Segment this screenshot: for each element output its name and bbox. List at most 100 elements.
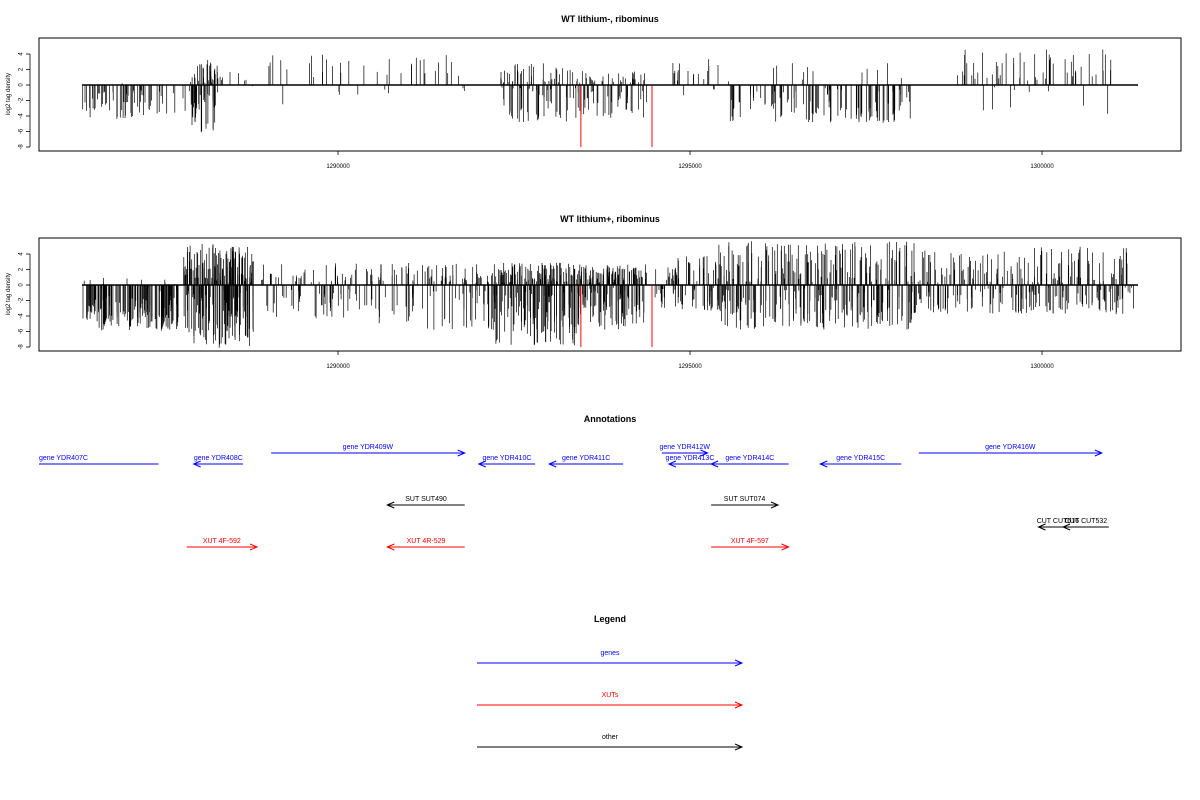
legend-items: genes XUTs other xyxy=(477,650,744,751)
feature-label: gene YDR414C xyxy=(725,455,774,462)
feature-label: gene YDR410C xyxy=(483,455,532,462)
legend-item: genes xyxy=(477,650,744,667)
feature-label: SUT SUT490 xyxy=(405,496,447,503)
feature-label: gene YDR409W xyxy=(343,444,394,451)
y-tick-label: -8 xyxy=(19,344,25,350)
x-tick-label: 1290000 xyxy=(326,164,350,170)
annotation-feature: SUT SUT490 xyxy=(386,496,465,509)
feature-label: SUT SUT074 xyxy=(724,496,766,503)
y-tick-label: 2 xyxy=(19,267,25,271)
arrow-head-left xyxy=(477,460,486,468)
annotation-items: gene YDR407C gene YDR408C gene YDR409W gene… xyxy=(39,444,1109,551)
x-tick-label: 1300000 xyxy=(1030,164,1054,170)
y-tick-label: 4 xyxy=(19,252,25,256)
y-axis-label: log2 tag density xyxy=(6,273,12,315)
plot-frame xyxy=(38,237,1182,352)
annotation-feature: gene YDR409W xyxy=(271,444,466,457)
legend: Legend genes XUTs other xyxy=(477,614,744,751)
feature-label: gene YDR408C xyxy=(194,455,243,462)
y-tick-label: -6 xyxy=(19,128,25,134)
annotation-feature: gene YDR415C xyxy=(818,455,902,468)
y-tick-label: -4 xyxy=(19,113,25,119)
marker-lines xyxy=(580,85,653,147)
legend-label: other xyxy=(602,734,619,741)
annotation-feature: gene YDR411C xyxy=(547,455,624,468)
annotation-feature: gene YDR407C xyxy=(39,455,159,465)
annotation-feature: SUT SUT074 xyxy=(711,496,780,509)
legend-item: XUTs xyxy=(477,692,744,709)
feature-label: XUT 4F-597 xyxy=(731,538,769,545)
track-panel-lithium-minus: WT lithium-, ribominus log2 tag density … xyxy=(6,14,1182,170)
arrow-head-right xyxy=(1094,449,1104,457)
arrow-head-left xyxy=(709,460,719,468)
bars-group xyxy=(82,49,1112,133)
x-tick-label: 1295000 xyxy=(678,364,702,370)
arrow-head-right xyxy=(734,743,744,751)
arrow-head-right xyxy=(734,659,744,667)
arrow-head-left xyxy=(818,460,828,468)
annotation-feature: gene YDR412W xyxy=(659,444,710,457)
bars-group xyxy=(82,241,1134,348)
feature-label: gene YDR407C xyxy=(39,455,88,462)
annotation-feature: gene YDR410C xyxy=(477,455,536,468)
arrow-head-left xyxy=(386,501,395,509)
arrow-head-right xyxy=(734,701,744,709)
annotations-panel: Annotations gene YDR407C gene YDR408Cgene… xyxy=(39,414,1109,551)
feature-label: CUT CUT616 xyxy=(1037,518,1079,525)
y-axis: 4 2 0 -2 -4 -6 -8 xyxy=(19,252,31,350)
x-tick-label: 1290000 xyxy=(326,364,350,370)
annotation-feature: XUT 4R-529 xyxy=(386,538,465,551)
arrow-head-right xyxy=(700,449,709,457)
annotation-feature: CUT CUT532 xyxy=(1061,518,1109,531)
annotation-feature: gene YDR416W xyxy=(918,444,1104,457)
annotation-feature: XUT 4F-592 xyxy=(186,538,259,551)
y-axis-label: log2 tag density xyxy=(6,73,12,115)
arrow-head-right xyxy=(249,543,259,551)
y-tick-label: 4 xyxy=(19,52,25,56)
x-tick-label: 1300000 xyxy=(1030,364,1054,370)
legend-title: Legend xyxy=(594,614,626,624)
arrow-head-left xyxy=(192,460,201,468)
feature-label: gene YDR412W xyxy=(659,444,710,451)
x-axis: 1290000 1295000 1300000 xyxy=(326,151,1054,170)
feature-label: gene YDR411C xyxy=(562,455,610,462)
annotation-feature: gene YDR413C xyxy=(666,455,715,468)
y-tick-label: -4 xyxy=(19,313,25,319)
arrow-head-left xyxy=(386,543,395,551)
x-axis: 1290000 1295000 1300000 xyxy=(326,351,1054,370)
y-tick-label: -2 xyxy=(19,97,25,103)
track-panel-lithium-plus: WT lithium+, ribominus log2 tag density … xyxy=(6,214,1182,370)
feature-label: XUT 4R-529 xyxy=(407,538,446,545)
feature-label: XUT 4F-592 xyxy=(203,538,241,545)
annotations-title: Annotations xyxy=(584,414,637,424)
y-axis: 4 2 0 -2 -4 -6 -8 xyxy=(19,52,31,150)
x-tick-label: 1295000 xyxy=(678,164,702,170)
arrow-head-left xyxy=(1037,523,1046,531)
y-tick-label: -2 xyxy=(19,297,25,303)
y-tick-label: -8 xyxy=(19,144,25,150)
y-tick-label: 0 xyxy=(19,283,25,287)
arrow-head-left xyxy=(547,460,557,468)
arrow-head-left xyxy=(667,460,677,468)
annotation-feature: XUT 4F-597 xyxy=(711,538,790,551)
legend-label: genes xyxy=(600,650,620,657)
y-tick-label: 2 xyxy=(19,67,25,71)
arrow-head-left xyxy=(1061,523,1071,531)
arrow-head-right xyxy=(781,543,790,551)
arrow-head-right xyxy=(457,449,466,457)
legend-item: other xyxy=(477,734,744,751)
panel-title: WT lithium+, ribominus xyxy=(560,214,660,224)
marker-lines xyxy=(580,285,653,347)
arrow-head-right xyxy=(770,501,780,509)
legend-label: XUTs xyxy=(602,692,619,699)
annotation-feature: gene YDR408C xyxy=(192,455,243,468)
plot-frame xyxy=(38,37,1182,152)
y-tick-label: -6 xyxy=(19,328,25,334)
y-tick-label: 0 xyxy=(19,83,25,87)
feature-label: CUT CUT532 xyxy=(1065,518,1107,525)
feature-label: gene YDR413C xyxy=(666,455,715,462)
feature-label: gene YDR415C xyxy=(836,455,885,462)
feature-label: gene YDR416W xyxy=(985,444,1036,451)
annotation-feature: gene YDR414C xyxy=(709,455,789,468)
